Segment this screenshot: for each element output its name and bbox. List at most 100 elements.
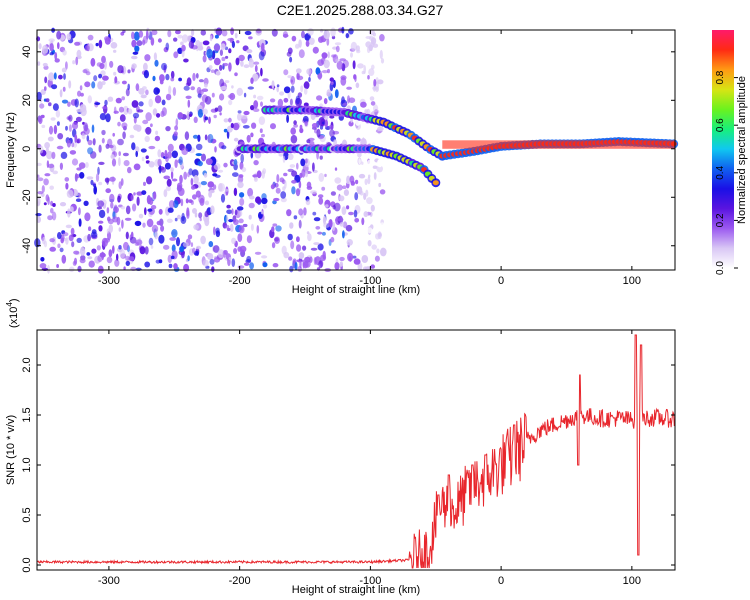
spectrogram-cell [249,195,255,200]
spectrogram-cell [171,229,178,238]
spectrogram-cell [121,80,127,85]
spectrogram-cell [78,207,81,216]
spectrogram-cell [114,76,118,84]
spectrogram-cell [240,60,244,67]
spectrogram-cell [366,197,373,205]
spectrogram-cell [42,44,49,54]
spectrogram-cell [63,73,66,80]
spectrogram-cell [140,148,147,153]
spectrogram-cell [315,67,321,75]
spectrogram-cell [52,170,58,175]
spectrogram-cell [152,108,158,116]
spectrogram-cell [247,86,254,90]
spectrogram-cell [98,220,104,224]
spectrogram-cell [239,210,243,217]
spectrogram-cell [167,207,174,213]
ridge-core [432,180,439,186]
spectrogram-panel: -300 -200 -100 0 100 40 20 0 -20 -40 Height of st… [5,26,679,296]
spectrogram-cell [204,218,210,227]
spectrogram-cell [109,176,116,182]
spectrogram-cell [88,260,95,268]
spectrogram-cell [171,244,176,252]
spectrogram-cell [98,39,103,49]
spectrogram-cell [236,206,244,211]
snr-panel: -300 -200 -100 0 100 0.0 0.5 1.0 1.5 2.0 Height o… [5,298,676,596]
spectrogram-cell [56,121,60,126]
spectrogram-cell [68,124,72,132]
spectrogram-cell [77,265,82,273]
spectrogram-cell [221,56,226,62]
spectrogram-cell [221,30,228,37]
spectrogram-cell [368,68,375,76]
spectrogram-cell [170,70,175,79]
spectrogram-cell [47,215,53,221]
spectrogram-cell [74,192,80,197]
spectrogram-cell [80,92,84,97]
spectrogram-cell [190,177,194,186]
spectrogram-cell [367,240,372,247]
spectrogram-cell [141,156,145,162]
spectrogram-cell [210,69,215,73]
snr-frame [36,329,676,571]
spectrogram-cell [360,101,367,108]
spectrogram-cell [242,223,248,228]
spectrogram-cell [65,61,68,70]
spectrogram-cell [202,40,210,46]
spectrogram-cell [157,149,162,158]
spectrogram-cell [294,261,298,271]
spectrogram-cell [119,114,126,122]
spectrogram-cell [378,182,382,188]
spectrogram-cell [187,99,191,108]
spectrogram-cell [197,93,202,98]
spectrogram-cell [301,30,305,39]
spectrogram-cell [219,49,223,56]
spectrogram-cell [151,29,158,36]
spectrogram-cell [49,185,54,190]
spectrogram-cell [322,250,326,260]
spectrogram-cell [142,222,146,228]
spectrogram-cell [334,42,342,46]
spectrogram-cell [270,123,276,130]
spectrogram-cell [286,209,292,217]
spectrogram-cell [108,224,114,233]
spectrogram-cell [229,92,236,101]
spectrogram-cell [136,40,143,47]
spectrogram-cell [330,250,337,254]
spectrogram-cell [118,157,121,167]
spectrogram-cell [363,211,369,218]
spectrogram-cell [240,114,248,120]
spectrogram-cell [86,252,91,256]
spectrogram-cell [190,242,194,248]
spectrogram-cell [48,38,55,42]
spectrogram-cell [324,173,327,178]
spectrogram-cell [177,112,184,119]
spectrogram-cell [211,92,215,98]
spectrogram-cell [204,116,208,121]
spectrogram-cell [148,98,153,108]
spectrogram-cell [68,114,73,122]
spectrogram-cell [170,170,174,180]
spectrogram-cell [249,262,255,270]
spectrogram-cell [41,185,45,193]
spectrogram-cell [87,139,93,146]
spectrogram-cell [317,231,323,235]
spectrogram-cell [136,191,143,196]
spectrogram-cell [100,253,107,258]
spectrogram-cell [370,204,375,212]
spectrogram-cell [324,119,328,128]
spectrogram-cell [250,105,255,111]
spectrogram-cell [110,42,118,49]
spectrogram-cell [259,138,263,145]
spectrogram-cell [211,266,215,273]
spectrogram-xtick-label: -100 [359,275,381,287]
spectrogram-cell [42,236,46,245]
spectrogram-cell [74,98,79,108]
spectrogram-ytick-label: 40 [21,46,33,58]
spectrogram-cell [377,158,383,168]
spectrogram-cell [293,124,298,128]
spectrogram-cell [289,265,294,273]
spectrogram-cell [134,45,140,52]
spectrogram-cell [288,256,293,261]
spectrogram-cell [46,160,50,169]
spectrogram-cell [210,205,215,214]
